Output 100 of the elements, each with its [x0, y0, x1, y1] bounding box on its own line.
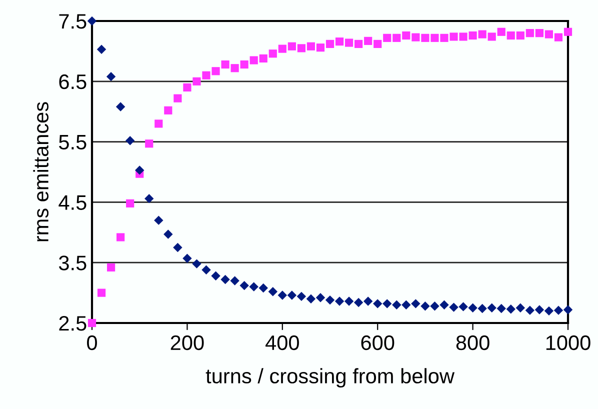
point: [154, 216, 164, 225]
point: [258, 283, 268, 293]
point: [458, 302, 468, 312]
point: [372, 299, 382, 308]
point: [164, 106, 172, 114]
point: [144, 194, 154, 204]
point: [506, 304, 516, 314]
x-tick-label: 400: [266, 335, 299, 350]
point: [326, 40, 334, 48]
point: [97, 288, 106, 297]
point: [334, 296, 344, 306]
point: [525, 306, 535, 315]
point: [392, 300, 402, 310]
point: [411, 299, 420, 308]
point: [240, 60, 248, 69]
point: [87, 16, 97, 26]
point: [278, 44, 286, 53]
point: [278, 290, 288, 300]
point: [297, 44, 306, 52]
point: [402, 300, 411, 310]
point: [554, 33, 563, 42]
point: [192, 259, 202, 268]
point: [506, 31, 515, 40]
point: [440, 34, 448, 42]
point: [249, 282, 258, 292]
point: [497, 28, 506, 36]
point: [250, 56, 258, 64]
x-tick-label: 600: [361, 335, 394, 350]
point: [374, 40, 382, 48]
point: [459, 32, 468, 41]
x-axis-title: turns / crossing from below: [206, 368, 455, 388]
point: [354, 40, 363, 48]
point: [392, 34, 401, 42]
point: [96, 44, 106, 54]
point: [364, 36, 372, 45]
point: [430, 301, 440, 311]
point: [354, 298, 364, 308]
point: [268, 50, 277, 58]
point: [306, 42, 316, 50]
point: [296, 292, 306, 302]
point: [478, 304, 487, 314]
point: [564, 28, 572, 36]
point: [211, 271, 220, 280]
point: [544, 306, 554, 316]
point: [288, 42, 296, 50]
point: [173, 242, 182, 252]
point: [534, 305, 544, 314]
y-axis-title: rms emittances: [33, 102, 49, 242]
point: [420, 301, 430, 311]
point: [88, 318, 96, 328]
point: [230, 64, 239, 72]
point: [563, 305, 573, 314]
point: [487, 303, 496, 313]
point: [363, 296, 373, 306]
point: [183, 83, 192, 92]
point: [412, 33, 420, 42]
point: [440, 300, 449, 310]
point: [125, 136, 135, 146]
point: [316, 293, 326, 302]
point: [154, 120, 163, 128]
point: [316, 44, 325, 52]
point: [116, 233, 125, 242]
point: [383, 34, 392, 42]
point: [488, 32, 496, 41]
point: [496, 304, 506, 314]
point: [174, 94, 182, 102]
y-tick-label: 2.5: [59, 316, 86, 331]
point: [145, 140, 154, 148]
point: [164, 230, 173, 239]
y-tick-label: 7.5: [59, 14, 86, 29]
point: [478, 30, 486, 38]
x-tick-label: 800: [456, 335, 490, 350]
point: [554, 306, 564, 315]
point: [421, 34, 430, 42]
point: [382, 299, 392, 308]
point: [106, 72, 116, 82]
point: [450, 32, 458, 41]
point: [306, 294, 316, 304]
x-tick-label: 1000: [546, 335, 590, 350]
point: [220, 274, 230, 284]
point: [116, 102, 126, 112]
y-tick-label: 3.5: [58, 256, 86, 270]
point: [468, 303, 478, 313]
point: [344, 38, 354, 47]
y-tick-label: 6.5: [59, 74, 86, 90]
point: [212, 67, 220, 76]
point: [268, 286, 278, 296]
point: [516, 303, 526, 313]
point: [516, 31, 524, 40]
x-tick-label: 0: [87, 335, 97, 350]
point: [544, 30, 554, 38]
point: [526, 29, 534, 38]
point: [402, 31, 410, 40]
x-tick-label: 200: [170, 335, 204, 350]
point: [535, 29, 544, 38]
point: [344, 296, 354, 306]
point: [182, 254, 192, 263]
y-tick-label: 4.5: [58, 195, 86, 210]
point: [202, 265, 211, 274]
point: [240, 280, 249, 290]
